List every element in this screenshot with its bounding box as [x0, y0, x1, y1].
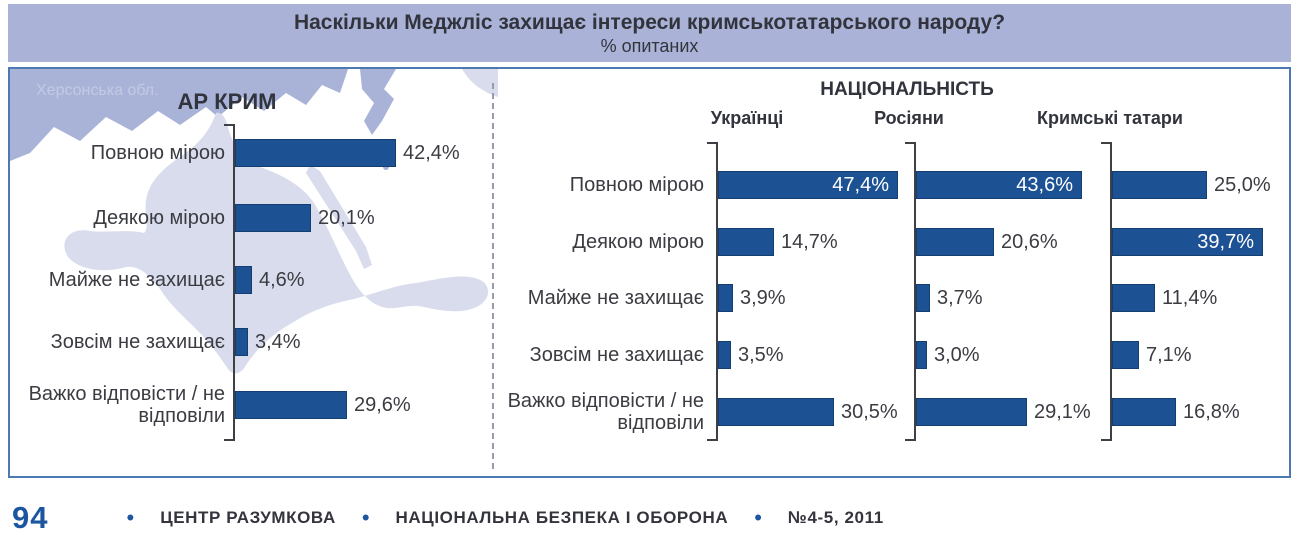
bar — [235, 204, 311, 232]
kherson-region-shape — [10, 69, 348, 161]
bar-value-label: 3,5% — [738, 344, 784, 366]
bar-value-label: 3,0% — [934, 344, 980, 366]
bar-value-label: 20,1% — [318, 207, 375, 229]
bar-value-label: 29,6% — [354, 394, 411, 416]
category-label: Важко відповісти / не відповіли — [28, 382, 225, 427]
bar-value-label: 3,7% — [937, 287, 983, 309]
category-label: Повною мірою — [569, 173, 704, 196]
chart-panel: Херсонська обл. АР КРИМ НАЦІОНАЛЬНІСТЬ П… — [8, 67, 1291, 478]
crimea-peninsula-shape — [64, 112, 489, 374]
bar — [1112, 341, 1139, 369]
bar — [916, 284, 930, 312]
column-header: Українці — [710, 108, 784, 128]
category-label: Повною мірою — [90, 141, 225, 164]
bar-value-label: 3,9% — [740, 287, 786, 309]
category-label: Деякою мірою — [93, 206, 225, 229]
bar-value-label: 3,4% — [255, 331, 301, 353]
column-header: Кримські татари — [1037, 108, 1183, 128]
category-label: Зовсім не захищає — [529, 343, 704, 366]
bar — [1112, 398, 1176, 426]
bar — [916, 228, 994, 256]
footer-journal: НАЦІОНАЛЬНА БЕЗПЕКА І ОБОРОНА — [395, 508, 729, 527]
chart-ar-krym-title: АР КРИМ — [177, 89, 277, 114]
column-header: Росіяни — [874, 108, 944, 128]
bullet-separator: • — [361, 505, 370, 530]
bar — [718, 228, 774, 256]
bar — [1112, 228, 1263, 256]
axis-line — [224, 124, 235, 441]
bar-value-label: 43,6% — [1016, 174, 1073, 196]
arabat-spit-shape — [306, 165, 372, 269]
bar — [718, 341, 731, 369]
bar — [235, 139, 396, 167]
bar — [235, 328, 248, 356]
bar — [1112, 171, 1207, 199]
crimea-map: Херсонська обл. — [10, 69, 498, 374]
bar — [235, 266, 252, 294]
bar — [916, 171, 1082, 199]
bar-value-label: 25,0% — [1214, 174, 1271, 196]
bar-value-label: 16,8% — [1183, 401, 1240, 423]
bar — [235, 391, 347, 419]
axis-line — [905, 142, 916, 441]
category-label: Важко відповісти / не відповіли — [507, 389, 704, 434]
category-label: Майже не захищає — [48, 268, 225, 291]
panel-divider — [492, 83, 494, 469]
page-footer: 94 • ЦЕНТР РАЗУМКОВА • НАЦІОНАЛЬНА БЕЗПЕ… — [12, 497, 884, 539]
coast-corner-shape — [462, 69, 498, 97]
chart-subtitle: % опитаних — [600, 36, 699, 56]
bar-value-label: 29,1% — [1034, 401, 1091, 423]
arabat-north-shape — [360, 69, 396, 135]
bar — [916, 398, 1027, 426]
category-label: Деякою мірою — [572, 230, 704, 253]
bar — [718, 398, 834, 426]
page-number: 94 — [12, 500, 49, 535]
map-region-label: Херсонська обл. — [36, 82, 159, 99]
bar-value-label: 7,1% — [1146, 344, 1192, 366]
bar — [1112, 284, 1155, 312]
footer-publisher: ЦЕНТР РАЗУМКОВА — [160, 508, 336, 527]
bar-value-label: 47,4% — [832, 174, 889, 196]
bar — [718, 284, 733, 312]
category-label: Майже не захищає — [527, 286, 704, 309]
bar — [916, 341, 927, 369]
bullet-separator: • — [754, 505, 762, 530]
bar-value-label: 39,7% — [1197, 231, 1254, 253]
bar-value-label: 20,6% — [1001, 231, 1058, 253]
category-label: Зовсім не захищає — [50, 330, 225, 353]
chart-nationality-title: НАЦІОНАЛЬНІСТЬ — [820, 79, 994, 100]
bar-value-label: 4,6% — [259, 269, 305, 291]
footer-issue: №4-5, 2011 — [787, 508, 884, 527]
chart-title: Наскільки Меджліс захищає інтереси кримс… — [293, 11, 1006, 34]
axis-line — [1101, 142, 1112, 441]
bar-value-label: 14,7% — [781, 231, 838, 253]
bar-value-label: 30,5% — [841, 401, 898, 423]
bar-value-label: 42,4% — [403, 142, 460, 164]
axis-line — [707, 142, 718, 441]
bar-value-label: 11,4% — [1162, 287, 1218, 309]
chart-header: Наскільки Меджліс захищає інтереси кримс… — [8, 4, 1291, 62]
bullet-separator: • — [126, 505, 135, 530]
bar — [718, 171, 898, 199]
